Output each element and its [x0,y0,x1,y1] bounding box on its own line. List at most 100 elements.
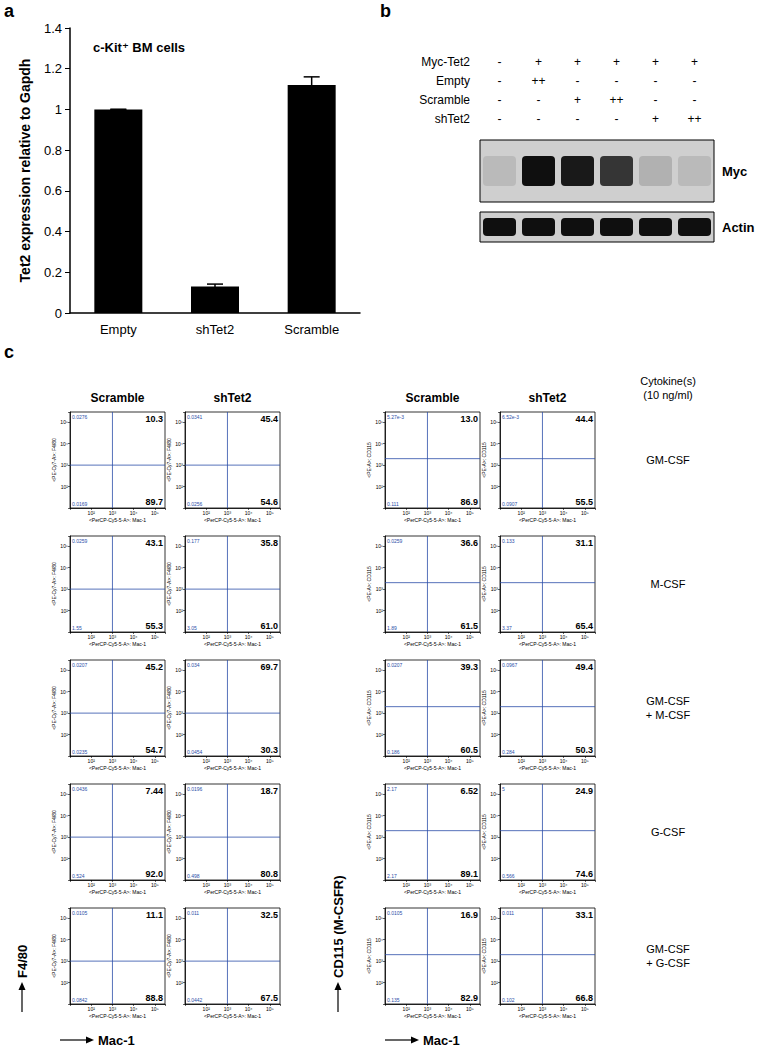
svg-text:0.0259: 0.0259 [72,538,88,544]
svg-text:10⁴: 10⁴ [130,882,138,888]
svg-text:<PerCP-Cy5-5-A>: Mac-1: <PerCP-Cy5-5-A>: Mac-1 [519,641,576,647]
svg-text:10⁵: 10⁵ [490,419,498,425]
svg-text:44.4: 44.4 [575,414,593,424]
svg-text:10²: 10² [403,634,411,640]
svg-text:10⁵: 10⁵ [581,882,589,888]
svg-text:+ G-CSF: + G-CSF [646,957,690,969]
svg-text:-: - [576,112,580,126]
svg-text:<PerCP-Cy5-5-A>: Mac-1: <PerCP-Cy5-5-A>: Mac-1 [204,765,261,771]
svg-text:0.133: 0.133 [502,538,515,544]
svg-text:G-CSF: G-CSF [651,826,686,838]
svg-text:<PE-A>: CD115: <PE-A>: CD115 [366,814,372,850]
svg-text:10⁵: 10⁵ [490,543,498,549]
svg-text:10.3: 10.3 [145,414,163,424]
svg-text:GM-CSF: GM-CSF [646,454,690,466]
svg-text:10⁴: 10⁴ [130,758,138,764]
svg-text:0.2: 0.2 [44,265,62,280]
svg-text:89.1: 89.1 [460,869,478,879]
svg-text:<PerCP-Cy5-5-A>: Mac-1: <PerCP-Cy5-5-A>: Mac-1 [204,889,261,895]
svg-text:10⁵: 10⁵ [466,1006,474,1012]
svg-text:10⁴: 10⁴ [60,937,68,943]
svg-text:10²: 10² [61,484,69,490]
svg-text:10⁵: 10⁵ [375,543,383,549]
svg-text:16.9: 16.9 [460,910,478,920]
svg-text:10³: 10³ [109,634,117,640]
svg-text:10²: 10² [88,758,96,764]
svg-text:18.7: 18.7 [260,786,278,796]
svg-text:10³: 10³ [224,1006,232,1012]
svg-text:50.3: 50.3 [575,745,593,755]
svg-text:<PerCP-Cy5-5-A>: Mac-1: <PerCP-Cy5-5-A>: Mac-1 [519,1013,576,1019]
svg-text:10⁵: 10⁵ [581,1006,589,1012]
svg-text:10³: 10³ [176,834,184,840]
svg-text:<PerCP-Cy5-5-A>: Mac-1: <PerCP-Cy5-5-A>: Mac-1 [519,517,576,523]
svg-text:65.4: 65.4 [575,621,593,631]
svg-text:74.6: 74.6 [575,869,593,879]
svg-text:10⁵: 10⁵ [175,667,183,673]
svg-text:-: - [537,93,541,107]
svg-text:10²: 10² [376,980,384,986]
svg-text:10⁵: 10⁵ [60,667,68,673]
svg-text:31.1: 31.1 [575,538,593,548]
svg-text:10³: 10³ [224,882,232,888]
svg-text:10²: 10² [491,856,499,862]
svg-text:0.0967: 0.0967 [502,662,518,668]
svg-text:61.5: 61.5 [460,621,478,631]
svg-text:10⁵: 10⁵ [266,758,274,764]
svg-text:Empty: Empty [100,322,137,337]
svg-text:<PE-A>: CD115: <PE-A>: CD115 [366,690,372,726]
svg-text:(10 ng/ml): (10 ng/ml) [643,389,693,401]
svg-text:-: - [654,93,658,107]
svg-text:6.52: 6.52 [460,786,478,796]
svg-text:<PE-Cy7-A>: F4/80: <PE-Cy7-A>: F4/80 [51,686,57,730]
svg-text:0.8: 0.8 [44,143,62,158]
svg-text:36.6: 36.6 [460,538,478,548]
svg-text:Myc: Myc [722,164,747,179]
svg-text:10⁵: 10⁵ [60,915,68,921]
svg-text:10⁵: 10⁵ [581,510,589,516]
svg-text:<PerCP-Cy5-5-A>: Mac-1: <PerCP-Cy5-5-A>: Mac-1 [89,517,146,523]
svg-text:0.0196: 0.0196 [187,786,203,792]
svg-text:10²: 10² [491,608,499,614]
svg-text:10⁴: 10⁴ [490,813,498,819]
svg-text:10³: 10³ [224,758,232,764]
svg-text:10²: 10² [61,732,69,738]
svg-text:7.44: 7.44 [145,786,163,796]
svg-text:10⁵: 10⁵ [60,791,68,797]
svg-text:+: + [652,55,659,69]
svg-text:F4/80: F4/80 [15,945,30,978]
svg-text:-: - [693,93,697,107]
svg-text:10²: 10² [176,980,184,986]
svg-text:shTet2: shTet2 [214,391,252,405]
svg-text:1.89: 1.89 [387,625,397,631]
svg-text:c-Kit⁺ BM cells: c-Kit⁺ BM cells [93,40,185,55]
svg-text:10³: 10³ [376,462,384,468]
svg-text:0.177: 0.177 [187,538,200,544]
svg-text:1.55: 1.55 [72,625,82,631]
svg-text:43.1: 43.1 [145,538,163,548]
svg-text:<PerCP-Cy5-5-A>: Mac-1: <PerCP-Cy5-5-A>: Mac-1 [404,889,461,895]
svg-text:10⁴: 10⁴ [490,441,498,447]
svg-text:10²: 10² [203,882,211,888]
svg-text:10²: 10² [403,510,411,516]
svg-text:10⁴: 10⁴ [245,1006,253,1012]
svg-text:0.566: 0.566 [502,873,515,879]
svg-text:10⁵: 10⁵ [175,915,183,921]
svg-text:CD115 (M-CSFR): CD115 (M-CSFR) [331,875,346,978]
svg-text:10³: 10³ [376,710,384,716]
svg-text:<PerCP-Cy5-5-A>: Mac-1: <PerCP-Cy5-5-A>: Mac-1 [89,889,146,895]
svg-text:10⁴: 10⁴ [60,813,68,819]
svg-text:+: + [652,112,659,126]
svg-text:10⁵: 10⁵ [151,758,159,764]
svg-text:10⁴: 10⁴ [490,937,498,943]
svg-text:10³: 10³ [224,634,232,640]
svg-text:+: + [574,93,581,107]
svg-text:10⁵: 10⁵ [490,791,498,797]
svg-text:89.7: 89.7 [145,497,163,507]
svg-text:39.3: 39.3 [460,662,478,672]
svg-text:54.7: 54.7 [145,745,163,755]
svg-text:24.9: 24.9 [575,786,593,796]
svg-text:10⁴: 10⁴ [490,565,498,571]
svg-text:-: - [615,74,619,88]
svg-text:0.0207: 0.0207 [72,662,88,668]
